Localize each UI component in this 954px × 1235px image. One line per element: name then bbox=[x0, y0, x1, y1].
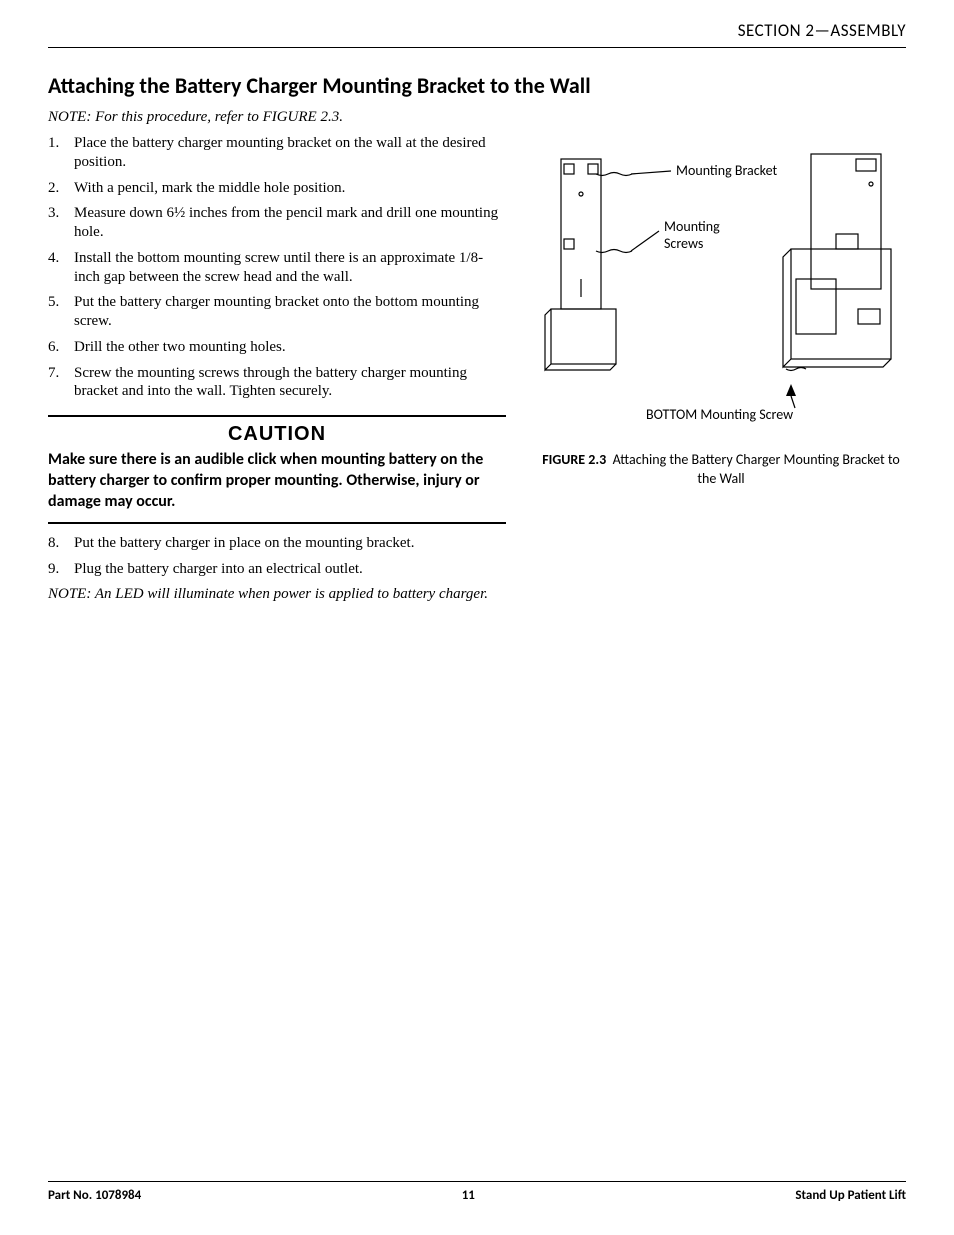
figure-caption-text: Attaching the Battery Charger Mounting B… bbox=[613, 451, 900, 487]
steps-list-a: Place the battery charger mounting brack… bbox=[48, 134, 506, 401]
left-column: NOTE: For this procedure, refer to FIGUR… bbox=[48, 109, 506, 611]
caution-heading: CAUTION bbox=[48, 423, 506, 446]
caution-body: Make sure there is an audible click when… bbox=[48, 450, 506, 512]
step-item: Plug the battery charger into an electri… bbox=[48, 560, 506, 579]
caution-box: CAUTION Make sure there is an audible cl… bbox=[48, 415, 506, 524]
note-top: NOTE: For this procedure, refer to FIGUR… bbox=[48, 109, 506, 126]
figure-number: FIGURE 2.3 bbox=[542, 451, 606, 468]
steps-list-b: Put the battery charger in place on the … bbox=[48, 534, 506, 579]
step-item: Install the bottom mounting screw until … bbox=[48, 249, 506, 287]
label-mounting-screws: Mounting Screws bbox=[664, 219, 720, 253]
bracket-diagram-svg bbox=[536, 139, 906, 429]
right-column: Mounting Bracket Mounting Screws BOTTOM … bbox=[536, 109, 906, 611]
step-item: Screw the mounting screws through the ba… bbox=[48, 364, 506, 402]
step-item: Put the battery charger in place on the … bbox=[48, 534, 506, 553]
label-mounting-bracket: Mounting Bracket bbox=[676, 163, 777, 180]
footer-part-number: Part No. 1078984 bbox=[48, 1188, 141, 1203]
note-bottom: NOTE: An LED will illuminate when power … bbox=[48, 586, 506, 603]
step-item: Measure down 6½ inches from the pencil m… bbox=[48, 204, 506, 242]
figure-diagram: Mounting Bracket Mounting Screws BOTTOM … bbox=[536, 139, 906, 439]
step-item: Place the battery charger mounting brack… bbox=[48, 134, 506, 172]
page-footer: Part No. 1078984 11 Stand Up Patient Lif… bbox=[48, 1181, 906, 1203]
step-item: Drill the other two mounting holes. bbox=[48, 338, 506, 357]
step-item: With a pencil, mark the middle hole posi… bbox=[48, 179, 506, 198]
section-header: SECTION 2—ASSEMBLY bbox=[48, 20, 906, 48]
step-item: Put the battery charger mounting bracket… bbox=[48, 293, 506, 331]
page-title: Attaching the Battery Charger Mounting B… bbox=[48, 72, 906, 99]
figure-caption: FIGURE 2.3 Attaching the Battery Charger… bbox=[536, 451, 906, 489]
label-bottom-screw: BOTTOM Mounting Screw bbox=[646, 407, 793, 424]
footer-page-number: 11 bbox=[462, 1188, 475, 1203]
footer-doc-name: Stand Up Patient Lift bbox=[795, 1188, 906, 1203]
